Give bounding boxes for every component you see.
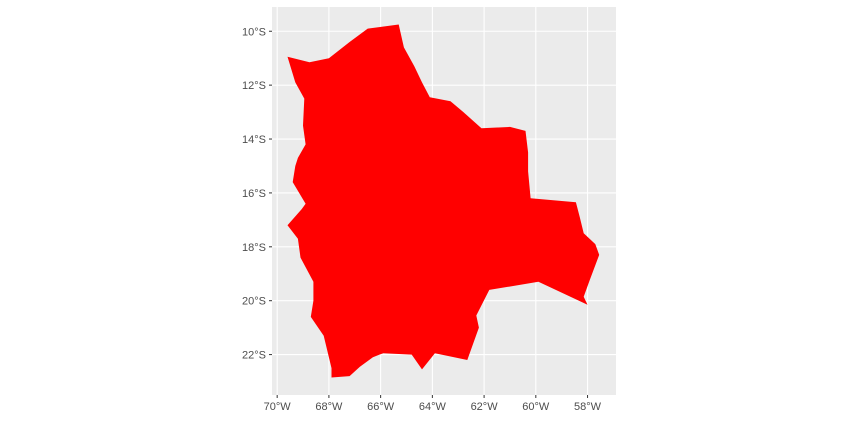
x-tick-label: 68°W (315, 401, 343, 413)
y-tick-label: 14°S (242, 134, 266, 146)
x-tick-label: 66°W (367, 401, 395, 413)
x-tick-label: 58°W (574, 401, 602, 413)
y-tick-label: 16°S (242, 188, 266, 200)
x-tick-label: 62°W (471, 401, 499, 413)
x-tick-label: 60°W (522, 401, 550, 413)
x-axis: 70°W 68°W 66°W 64°W 62°W 60°W 58°W (264, 395, 602, 413)
y-tick-label: 22°S (242, 350, 266, 362)
y-tick-label: 20°S (242, 296, 266, 308)
bolivia-shape (287, 24, 600, 378)
x-tick-label: 70°W (264, 401, 292, 413)
y-tick-label: 18°S (242, 242, 266, 254)
y-tick-label: 12°S (242, 80, 266, 92)
y-axis: 10°S 12°S 14°S 16°S 18°S 20°S 22°S (242, 26, 272, 362)
x-tick-label: 64°W (419, 401, 447, 413)
y-tick-label: 10°S (242, 26, 266, 38)
